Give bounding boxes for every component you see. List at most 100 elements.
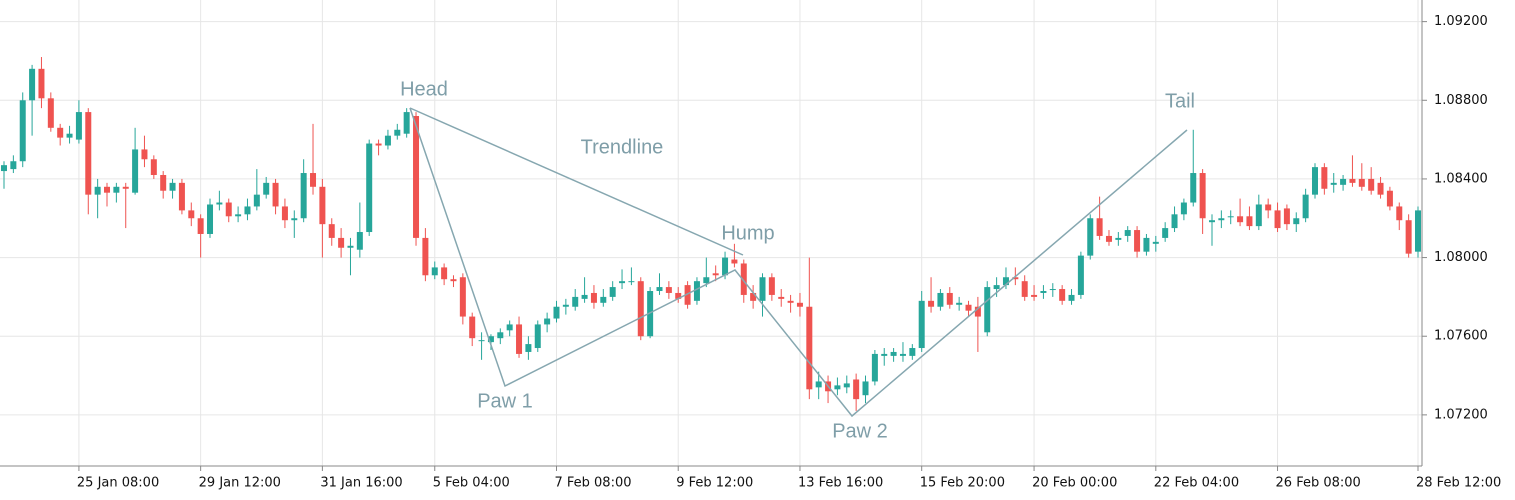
candle-body [1405,220,1412,254]
candle-body [759,277,766,301]
candle-body [1124,230,1131,236]
annotation: Head [400,78,448,100]
candle-body [1031,294,1038,297]
candle-body [300,173,307,219]
candle-body [956,302,963,305]
candle-body [928,300,935,307]
y-tick-label: 1.09200 [1434,14,1488,29]
candle-body [47,98,54,128]
candle-body [113,186,120,193]
candle-body [740,263,747,295]
annotation: Tail [1165,90,1195,112]
candle-body [722,257,729,276]
trendline [409,107,744,256]
annotation: Paw 1 [477,390,533,412]
candle-body [1012,277,1019,280]
candle-body [207,204,214,234]
candle-body [75,112,82,140]
y-tick-label: 1.07600 [1434,329,1488,344]
candle-body [1274,210,1281,229]
candle-body [974,306,981,317]
candle-body [422,237,429,276]
pattern-line [409,107,1188,418]
candle-body [38,68,45,99]
candle-body [984,287,991,333]
candle-body [263,182,270,195]
candle-body [862,381,869,396]
candle-body [1068,294,1075,301]
x-tick-label: 25 Jan 08:00 [77,476,159,491]
candle-body [497,332,504,339]
x-tick-label: 13 Feb 16:00 [798,476,883,491]
candle-body [1105,235,1112,242]
candle-body [253,194,260,207]
candle-body [768,277,775,295]
x-tick-label: 15 Feb 20:00 [920,476,1005,491]
candle-body [57,127,64,138]
candle-body [1087,218,1094,256]
candle-body [1415,210,1421,252]
candle-body [478,340,485,342]
candle-body [506,324,513,331]
candle-body [1002,277,1009,286]
candle-body [1349,178,1356,183]
x-tick-label: 28 Feb 12:00 [1416,476,1501,491]
candle-body [1293,218,1300,225]
candle-body [141,149,148,160]
candle-body [1311,167,1318,195]
candle-body [1386,190,1393,207]
candle-body [684,285,691,305]
candle-body [160,174,167,191]
candle-body [469,316,476,339]
candle-body [291,218,298,221]
pattern-lines [409,107,1188,418]
candle-body [310,173,317,187]
candle-body [1,165,7,172]
candle-body [1021,281,1028,297]
candle-body [853,379,860,400]
candle-body [1377,182,1384,195]
candle-body [619,281,626,284]
candle-body [1265,204,1272,211]
candle-body [572,296,579,307]
candle-body [815,381,822,388]
candle-body [1302,194,1309,219]
candle-body [1096,218,1103,236]
candle-body [403,112,410,134]
candle-body [1049,289,1056,291]
labels: 1.07200 1.07600 1.08000 1.08400 1.08800 1.092… [77,14,1501,490]
candle-body [1237,216,1244,223]
candle-body [122,186,129,189]
candle-body [1115,237,1122,240]
candle-body [338,237,345,248]
grid [0,0,1422,466]
candle-body [871,353,878,382]
candle-body [1218,218,1225,221]
candle-body [394,129,401,136]
candle-body [216,202,223,205]
candle-body [909,348,916,356]
candle-body [1321,167,1328,189]
candle-body [1199,173,1206,219]
x-tick-label: 9 Feb 12:00 [676,476,753,491]
candle-body [656,287,663,292]
candle-body [731,259,738,264]
candle-body [19,100,26,162]
candle-body [328,224,335,238]
candle-body [637,281,644,337]
candle-body [562,304,569,307]
candle-body [1162,228,1169,238]
candle-body [600,296,607,303]
candle-body [553,306,560,319]
candle-body [1040,291,1047,293]
candle-body [1283,208,1290,225]
candle-body [281,206,288,221]
candle-body [1077,255,1084,295]
candle-body [1340,178,1347,185]
candle-body [516,324,523,354]
candle-body [1134,230,1141,252]
y-tick-label: 1.07200 [1434,407,1488,422]
candle-body [590,292,597,303]
candle-body [1171,214,1178,229]
